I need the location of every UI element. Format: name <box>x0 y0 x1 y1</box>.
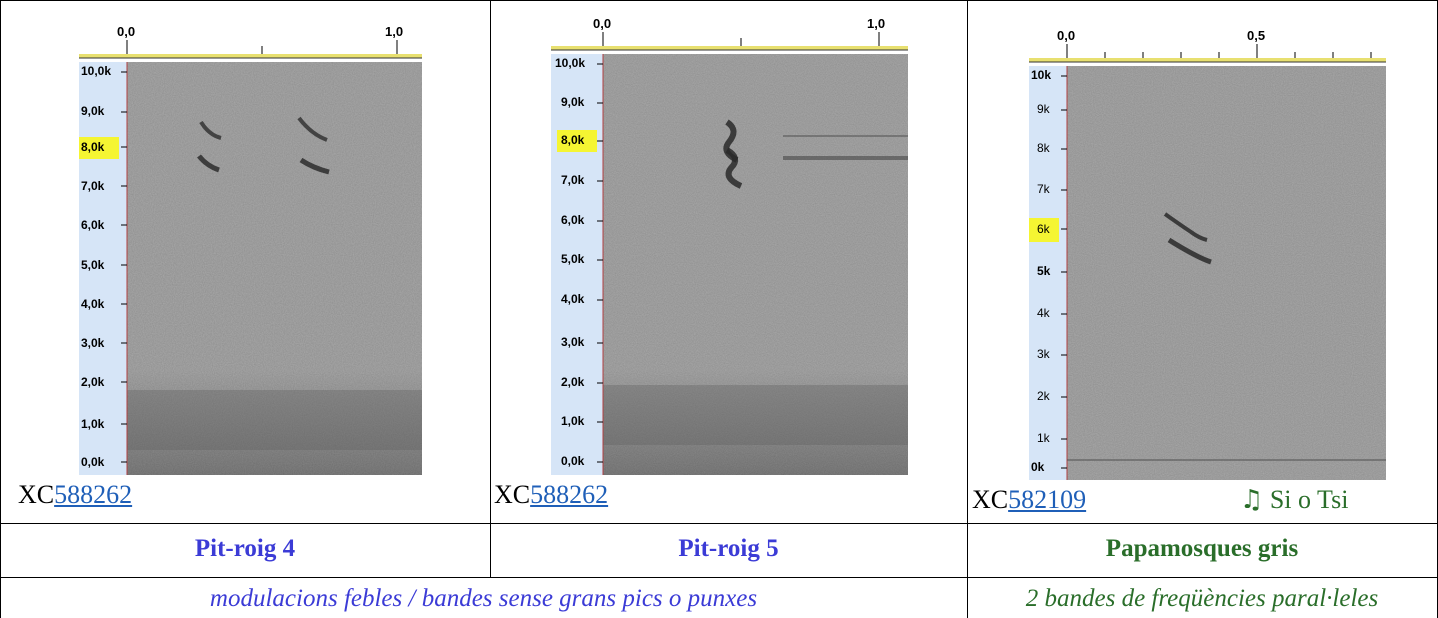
recording-link[interactable]: 582109 <box>1008 485 1087 514</box>
freq-tick: 3,0k <box>561 335 585 349</box>
table-col-divider-2 <box>967 0 968 618</box>
species-title-3: Papamosques gris <box>1105 535 1299 562</box>
caption-prefix: XC <box>972 485 1009 514</box>
freq-tick: 1,0k <box>81 417 105 431</box>
freq-tick: 9,0k <box>561 95 585 109</box>
time-tick: 1,0 <box>385 24 404 39</box>
freq-tick-highlighted: 8,0k <box>81 140 105 154</box>
recording-link[interactable]: 588262 <box>54 480 133 509</box>
table-border-top <box>0 0 1438 1</box>
freq-tick: 4k <box>1037 306 1050 320</box>
note-text: Si o Tsi <box>1269 485 1349 514</box>
freq-tick: 0,0k <box>81 455 105 469</box>
time-tick: 0,0 <box>593 16 612 31</box>
freq-tick-highlighted: 6k <box>1037 222 1050 236</box>
time-tick: 0,5 <box>1247 28 1266 43</box>
freq-tick: 9k <box>1037 102 1050 116</box>
freq-tick: 7k <box>1037 182 1050 196</box>
recording-caption-3: XC582109 <box>972 485 1086 515</box>
freq-tick: 5,0k <box>561 252 585 266</box>
spectrogram-2: 0,0 1,0 10,0k 9,0k 8,0k 7,0k 6,0k 5,0k 4… <box>551 10 908 475</box>
species-title-1: Pit-roig 4 <box>194 535 296 562</box>
freq-tick: 1,0k <box>561 414 585 428</box>
freq-tick: 4,0k <box>561 292 585 306</box>
description-pitroig: modulacions febles / bandes sense grans … <box>209 585 758 612</box>
recording-link[interactable]: 588262 <box>530 480 609 509</box>
freq-tick: 2,0k <box>561 375 585 389</box>
recording-caption-1: XC588262 <box>18 480 132 510</box>
freq-tick: 9,0k <box>81 104 105 118</box>
freq-tick: 8k <box>1037 141 1050 155</box>
description-papamosques: 2 bandes de freqüències paral·leles <box>1025 585 1379 612</box>
table-col-divider-1 <box>490 0 491 577</box>
time-tick: 1,0 <box>867 16 886 31</box>
recording-caption-2: XC588262 <box>494 480 608 510</box>
freq-tick: 6,0k <box>81 218 105 232</box>
table-divider-1 <box>0 523 1438 524</box>
freq-tick-highlighted: 8,0k <box>561 133 585 147</box>
freq-tick: 6,0k <box>561 213 585 227</box>
call-note: ♫ Si o Tsi <box>1240 485 1348 515</box>
freq-tick: 7,0k <box>81 179 105 193</box>
caption-prefix: XC <box>494 480 531 509</box>
freq-tick: 2,0k <box>81 375 105 389</box>
freq-tick: 0k <box>1031 460 1045 474</box>
freq-tick: 10,0k <box>555 56 586 70</box>
freq-tick: 5,0k <box>81 258 105 272</box>
caption-prefix: XC <box>18 480 55 509</box>
freq-tick: 7,0k <box>561 173 585 187</box>
freq-tick: 10k <box>1031 68 1052 82</box>
freq-tick: 1k <box>1037 431 1050 445</box>
table-border-left <box>0 0 1 618</box>
table-divider-2 <box>0 577 1438 578</box>
spectrogram-3: 0,0 0,5 10k 9k 8k 7k 6k 5k 4k 3k 2k 1k 0… <box>1029 10 1386 480</box>
spectrogram-1: 0,0 1,0 10,0k 9,0k 8,0k 7,0k 6,0k 5,0k 4… <box>79 10 422 475</box>
music-note-icon: ♫ <box>1240 485 1264 515</box>
freq-tick: 4,0k <box>81 297 105 311</box>
freq-tick: 2k <box>1037 389 1050 403</box>
freq-tick: 3k <box>1037 347 1050 361</box>
time-tick: 0,0 <box>1057 28 1076 43</box>
freq-tick: 0,0k <box>561 454 585 468</box>
freq-tick: 3,0k <box>81 336 105 350</box>
species-title-2: Pit-roig 5 <box>678 535 779 562</box>
time-tick: 0,0 <box>117 24 136 39</box>
freq-tick: 5k <box>1037 264 1051 278</box>
freq-tick: 10,0k <box>81 64 112 78</box>
